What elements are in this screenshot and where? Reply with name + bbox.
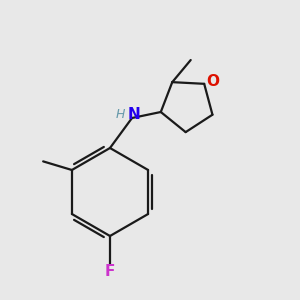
Text: F: F	[105, 264, 115, 279]
Text: N: N	[128, 107, 140, 122]
Text: H: H	[115, 108, 125, 121]
Text: O: O	[206, 74, 220, 89]
